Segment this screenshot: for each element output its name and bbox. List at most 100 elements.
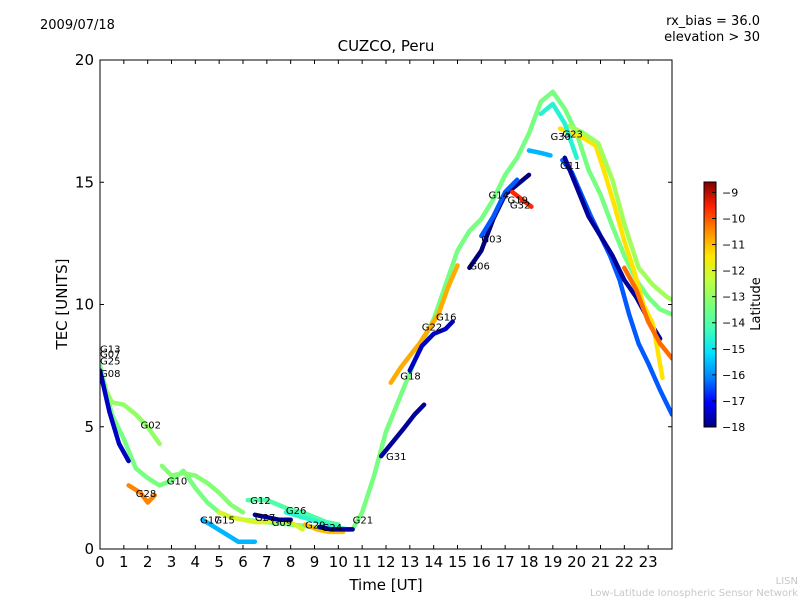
satellite-label: G31 [386, 452, 406, 463]
x-tick-label: 13 [400, 553, 419, 571]
satellite-label: G06 [469, 261, 489, 272]
satellite-label: G13 [100, 345, 120, 356]
satellite-track [100, 89, 672, 532]
satellite-track [159, 463, 246, 515]
satellite-label: G32 [510, 200, 530, 211]
colorbar [703, 181, 717, 428]
satellite-track [245, 497, 341, 527]
x-tick-label: 22 [615, 553, 634, 571]
x-tick-label: 12 [376, 553, 395, 571]
colorbar-ticks: −9 −10 −11 −12 −13 −14 −15 −16 −17 −18 [712, 186, 745, 434]
x-tick-label: 8 [286, 553, 296, 571]
satellite-label: G12 [250, 496, 270, 507]
x-tick-label: 14 [424, 553, 443, 571]
colorbar-tick-label: −11 [722, 239, 745, 252]
x-tick-label: 4 [191, 553, 201, 571]
colorbar-tick-label: −12 [722, 265, 745, 278]
tec-tracks [100, 89, 672, 544]
satellite-label: G27 [255, 513, 275, 524]
satellite-label: G02 [141, 420, 161, 431]
x-tick-label: 17 [496, 553, 515, 571]
x-tick-label: 0 [95, 553, 105, 571]
satellite-label: G18 [400, 371, 420, 382]
satellite-label: G15 [214, 516, 234, 527]
x-tick-label: 10 [329, 553, 348, 571]
colorbar-tick-label: −14 [722, 317, 745, 330]
y-tick-label: 10 [75, 296, 94, 314]
satellite-label: G22 [422, 323, 442, 334]
satellite-label: G16 [436, 313, 456, 324]
satellite-track [200, 517, 258, 544]
x-tick-label: 2 [143, 553, 153, 571]
satellite-label: G11 [560, 161, 580, 172]
satellite-track [479, 177, 520, 239]
satellite-track [510, 189, 534, 209]
x-tick-label: 20 [567, 553, 586, 571]
footer-credit: LISN Low-Latitude Ionospheric Sensor Net… [590, 576, 800, 600]
x-tick-label: 21 [591, 553, 610, 571]
satellite-track [407, 319, 455, 373]
x-tick-label: 11 [353, 553, 372, 571]
satellite-label: G17 [200, 516, 220, 527]
satellite-track [378, 402, 427, 459]
footer-long: Low-Latitude Ionospheric Sensor Network [590, 588, 798, 599]
satellite-track [567, 123, 672, 302]
colorbar-tick-label: −17 [722, 395, 745, 408]
satellite-track [252, 512, 293, 522]
colorbar-tick-label: −9 [722, 186, 738, 199]
x-tick-label: 19 [543, 553, 562, 571]
x-tick-label: 18 [519, 553, 538, 571]
satellite-label: G19 [508, 195, 528, 206]
satellite-label: G28 [136, 489, 156, 500]
x-tick-label: 3 [167, 553, 177, 571]
y-axis-label: TEC [UNITS] [53, 259, 71, 351]
satellite-track [388, 263, 460, 385]
axis-ticks: 0 1 2 3 4 5 6 7 8 9 10 11 12 13 14 15 16 17 18 19 20 21 22 2305… [75, 51, 672, 571]
x-tick-label: 23 [639, 553, 658, 571]
y-tick-label: 20 [75, 51, 94, 69]
satellite-label: G21 [353, 516, 373, 527]
satellite-label: G23 [562, 129, 582, 140]
satellite-track [126, 483, 158, 505]
satellite-label: G03 [481, 234, 501, 245]
satellite-label: G29 [305, 521, 325, 532]
satellite-label: G09 [272, 518, 292, 529]
satellite-label: G26 [286, 506, 306, 517]
footer-short: LISN [775, 576, 798, 587]
y-tick-label: 0 [84, 540, 94, 558]
satellite-track [538, 101, 579, 161]
satellite-track [302, 522, 346, 535]
satellite-label: G10 [167, 477, 187, 488]
y-tick-label: 5 [84, 418, 94, 436]
satellite-track [317, 524, 355, 532]
satellite-label: G24 [322, 523, 342, 534]
rx-bias-label: rx_bias = 36.0 [666, 14, 760, 29]
satellite-track [622, 265, 672, 361]
colorbar-tick-label: −16 [722, 369, 745, 382]
colorbar-tick-label: −15 [722, 343, 745, 356]
x-tick-label: 16 [472, 553, 491, 571]
colorbar-tick-label: −18 [722, 421, 745, 434]
date-label: 2009/07/18 [40, 18, 115, 33]
y-tick-label: 15 [75, 173, 94, 191]
x-tick-label: 6 [238, 553, 248, 571]
satellite-track [526, 148, 553, 158]
satellite-label: G07 [100, 349, 120, 360]
x-tick-label: 9 [310, 553, 320, 571]
x-tick-label: 15 [448, 553, 467, 571]
satellite-label: G08 [100, 369, 120, 380]
x-tick-label: 5 [214, 553, 224, 571]
satellite-track [100, 375, 162, 447]
colorbar-tick-label: −13 [722, 291, 745, 304]
x-tick-label: 7 [262, 553, 272, 571]
colorbar-tick-label: −10 [722, 212, 745, 225]
colorbar-label: Latitude [749, 277, 764, 331]
chart-title: CUZCO, Peru [337, 37, 435, 55]
satellite-label: G14 [488, 190, 508, 201]
elevation-label: elevation > 30 [664, 30, 760, 45]
satellite-label: G30 [550, 132, 570, 143]
satellite-track [100, 368, 131, 464]
parameters-label: rx_bias = 36.0 elevation > 30 [664, 14, 760, 46]
